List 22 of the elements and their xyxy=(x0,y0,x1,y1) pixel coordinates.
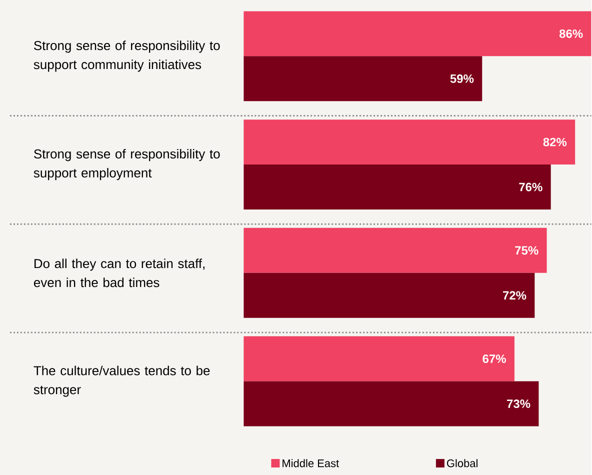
bar xyxy=(244,336,514,382)
data-label: 59% xyxy=(450,74,474,83)
data-label: 72% xyxy=(503,290,526,300)
data-label: 76% xyxy=(519,182,542,192)
data-label: 86% xyxy=(559,29,583,38)
bar xyxy=(244,164,551,210)
bar xyxy=(244,11,592,56)
bar xyxy=(244,272,535,318)
data-label: 82% xyxy=(543,138,567,146)
data-label: 75% xyxy=(515,246,538,254)
legend-label: Global xyxy=(446,458,478,468)
data-label: 67% xyxy=(482,354,506,363)
data-label: 73% xyxy=(507,399,530,408)
y-tick-label: Do all they can to retain staff, even in the bad times xyxy=(34,258,204,287)
bar xyxy=(244,119,576,164)
bar xyxy=(244,228,547,273)
legend-label: Middle East xyxy=(282,458,339,468)
y-tick-label: Strong sense of responsibility to support employment xyxy=(34,148,220,180)
bar xyxy=(244,381,539,426)
y-tick-label: Strong sense of responsibility to support community initiatives xyxy=(34,40,220,72)
bar xyxy=(244,56,482,101)
y-tick-label: The culture/values tends to be stronger xyxy=(34,366,210,397)
